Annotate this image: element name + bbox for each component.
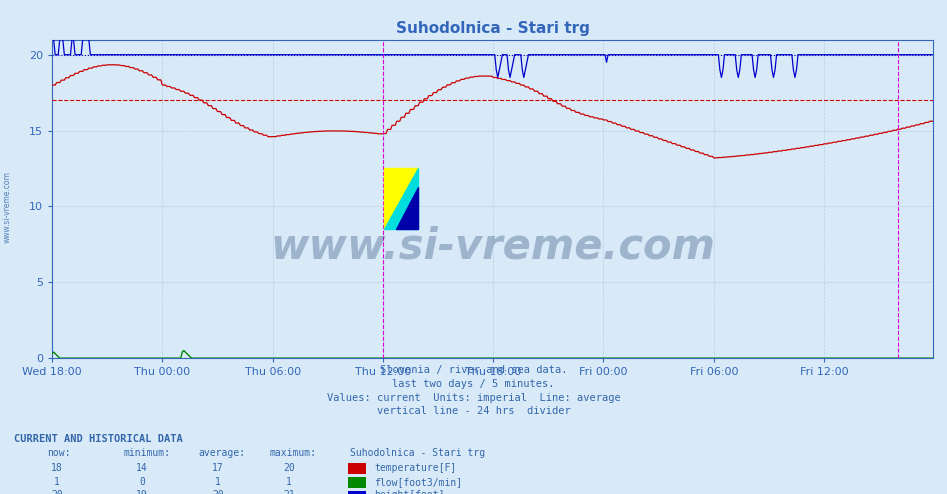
Text: www.si-vreme.com: www.si-vreme.com [3, 171, 12, 244]
Text: 1: 1 [215, 477, 221, 487]
Text: flow[foot3/min]: flow[foot3/min] [374, 477, 462, 487]
Text: 20: 20 [283, 463, 295, 473]
Text: 20: 20 [51, 491, 63, 494]
Text: vertical line - 24 hrs  divider: vertical line - 24 hrs divider [377, 407, 570, 416]
Text: 1: 1 [286, 477, 292, 487]
Text: CURRENT AND HISTORICAL DATA: CURRENT AND HISTORICAL DATA [14, 434, 183, 444]
Text: www.si-vreme.com: www.si-vreme.com [270, 226, 715, 268]
Text: 21: 21 [283, 491, 295, 494]
Text: temperature[F]: temperature[F] [374, 463, 456, 473]
Text: 19: 19 [136, 491, 148, 494]
Polygon shape [384, 168, 419, 229]
Title: Suhodolnica - Stari trg: Suhodolnica - Stari trg [396, 21, 589, 36]
Text: height[foot]: height[foot] [374, 491, 444, 494]
Polygon shape [396, 187, 419, 229]
Text: Suhodolnica - Stari trg: Suhodolnica - Stari trg [350, 448, 486, 458]
Text: maximum:: maximum: [270, 448, 317, 458]
Text: last two days / 5 minutes.: last two days / 5 minutes. [392, 379, 555, 389]
Text: 0: 0 [139, 477, 145, 487]
Polygon shape [384, 168, 419, 229]
Text: 17: 17 [212, 463, 223, 473]
Text: Values: current  Units: imperial  Line: average: Values: current Units: imperial Line: av… [327, 393, 620, 403]
Text: now:: now: [47, 448, 71, 458]
Text: 1: 1 [54, 477, 60, 487]
Text: 20: 20 [212, 491, 223, 494]
Text: 14: 14 [136, 463, 148, 473]
Text: minimum:: minimum: [123, 448, 170, 458]
Text: Slovenia / river and sea data.: Slovenia / river and sea data. [380, 365, 567, 375]
Text: average:: average: [199, 448, 246, 458]
Text: 18: 18 [51, 463, 63, 473]
